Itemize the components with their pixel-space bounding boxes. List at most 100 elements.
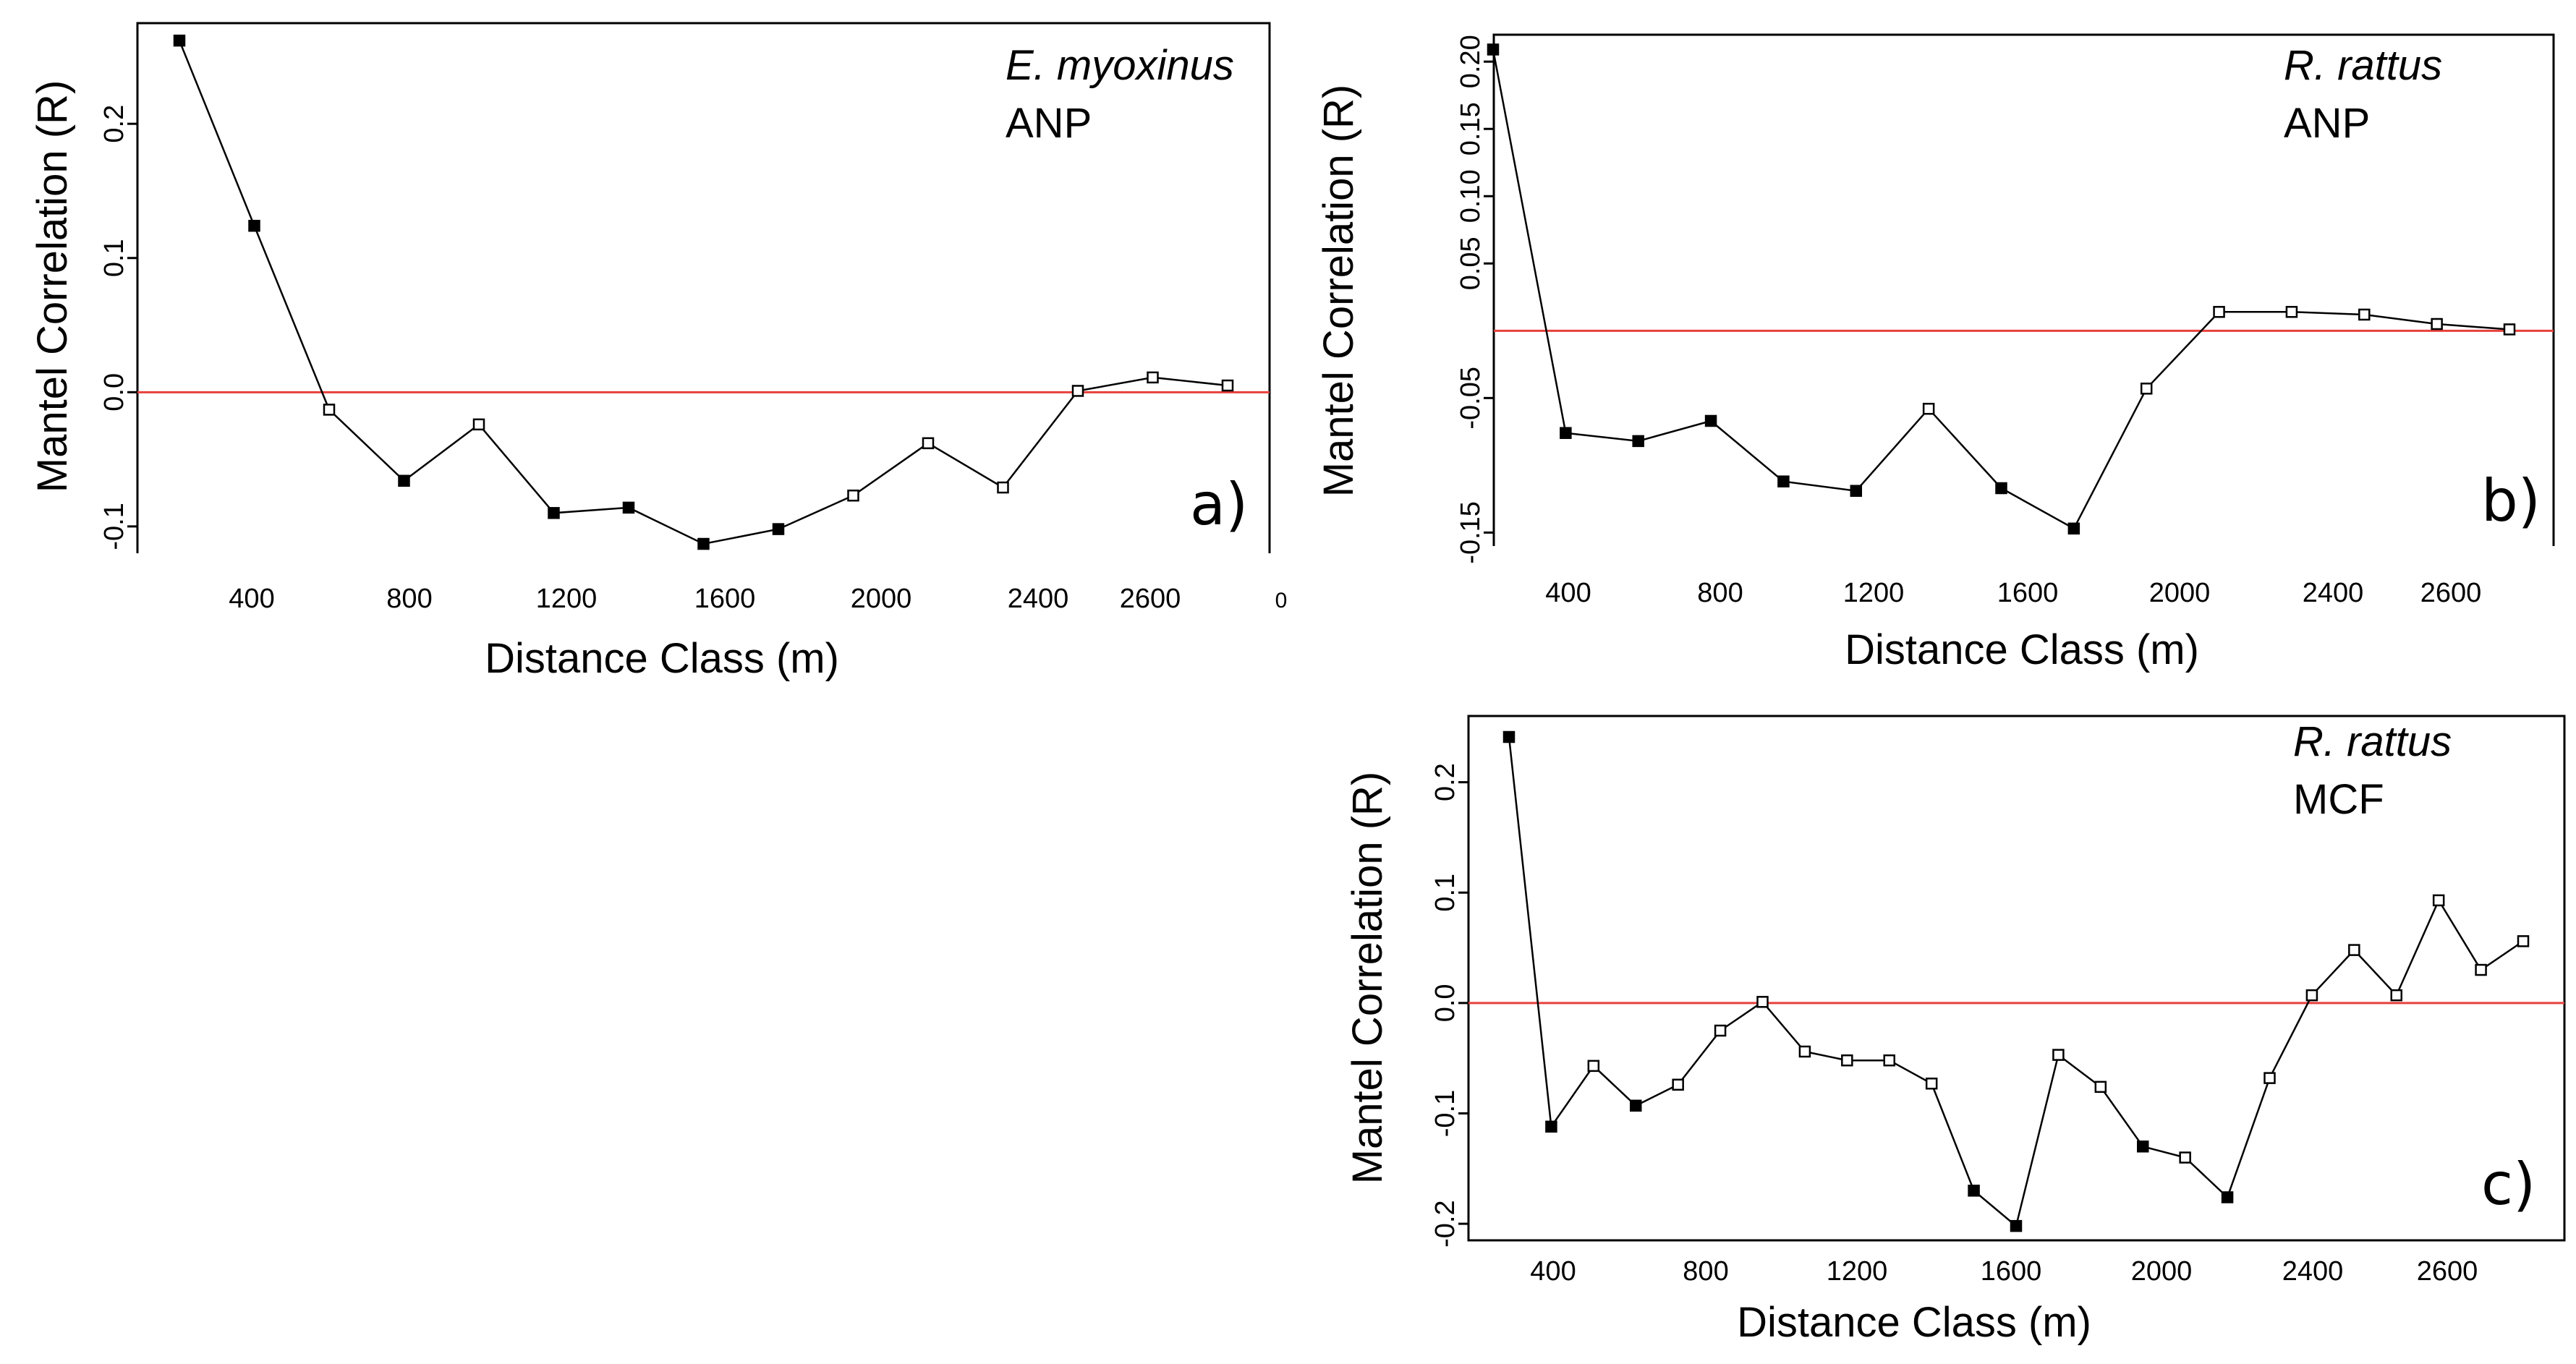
panel-b: -0.15 -0.05 0.05 0.10 0.15 0.20 400 800 1200 1600… bbox=[1315, 33, 2555, 673]
x-tick-label: 800 bbox=[1683, 1256, 1728, 1287]
nonsignificant-point bbox=[1587, 1060, 1600, 1073]
nonsignificant-point bbox=[1147, 371, 1159, 384]
significant-point bbox=[398, 474, 410, 487]
nonsignificant-point bbox=[472, 418, 485, 431]
panel-c: -0.2 -0.1 0.0 0.1 0.2 400 800 1200 1600 2000 2400 2… bbox=[1344, 715, 2566, 1346]
y-tick-label: 0.2 bbox=[1430, 763, 1461, 801]
y-tick-label: 0.05 bbox=[1455, 236, 1486, 290]
nonsignificant-point bbox=[2503, 323, 2516, 336]
significant-point bbox=[1777, 475, 1790, 487]
nonsignificant-point bbox=[2358, 308, 2371, 321]
x-tick-label: 2000 bbox=[2131, 1256, 2193, 1287]
plot-frame bbox=[136, 22, 1271, 553]
y-tick-label: -0.2 bbox=[1430, 1200, 1461, 1247]
y-axis-title: Mantel Correlation (R) bbox=[1344, 772, 1391, 1185]
significant-point bbox=[1502, 730, 1516, 743]
x-tick-label: 2400 bbox=[2303, 578, 2364, 608]
plot-frame bbox=[1467, 715, 2566, 1242]
x-tick-label: 400 bbox=[229, 584, 274, 614]
significant-point bbox=[1487, 43, 1500, 56]
nonsignificant-point bbox=[1672, 1078, 1684, 1091]
nonsignificant-point bbox=[1841, 1054, 1853, 1067]
x-tick-label: 2400 bbox=[1008, 584, 1069, 614]
y-axis-title: Mantel Correlation (R) bbox=[1315, 85, 1362, 498]
x-tick-label: 1600 bbox=[694, 584, 756, 614]
species-label: E. myoxinus bbox=[1006, 42, 1234, 89]
panel-letter: a) bbox=[1190, 471, 1248, 538]
y-axis-title: Mantel Correlation (R) bbox=[29, 80, 76, 493]
nonsignificant-point bbox=[2348, 944, 2360, 956]
nonsignificant-point bbox=[847, 489, 859, 502]
y-tick-label: -0.15 bbox=[1455, 501, 1486, 564]
x-tick-label: 1600 bbox=[1997, 578, 2059, 608]
nonsignificant-point bbox=[2305, 989, 2318, 1002]
y-tick-label: 0.10 bbox=[1455, 169, 1486, 223]
x-axis-title: Distance Class (m) bbox=[1845, 626, 2199, 673]
species-label: R. rattus bbox=[2293, 718, 2452, 765]
nonsignificant-point bbox=[2432, 894, 2445, 907]
significant-point bbox=[2067, 522, 2080, 535]
x-tick-label: 400 bbox=[1545, 578, 1591, 608]
significant-point bbox=[697, 537, 710, 550]
nonsignificant-point bbox=[1756, 996, 1769, 1008]
significant-point bbox=[2010, 1219, 2023, 1232]
nonsignificant-point bbox=[2140, 383, 2153, 395]
panel-letter: b) bbox=[2481, 467, 2541, 534]
nonsignificant-point bbox=[2431, 317, 2443, 331]
significant-point bbox=[622, 501, 635, 514]
nonsignificant-point bbox=[1922, 402, 1935, 415]
significant-point bbox=[2137, 1141, 2149, 1153]
x-tick-label: 2600 bbox=[2417, 1256, 2478, 1287]
significant-point bbox=[2221, 1191, 2234, 1203]
significant-point bbox=[1704, 414, 1717, 427]
y-tick-label: 0.2 bbox=[99, 105, 129, 143]
nonsignificant-point bbox=[2390, 989, 2402, 1002]
x-tick-label: 2600 bbox=[1120, 584, 1181, 614]
x-tick-label: 800 bbox=[1697, 578, 1743, 608]
x-tick-label: 2000 bbox=[2149, 578, 2211, 608]
y-tick-label: 0.15 bbox=[1455, 102, 1486, 155]
nonsignificant-point bbox=[2475, 963, 2487, 976]
y-tick-label: 0.20 bbox=[1455, 35, 1486, 88]
x-tick-label: 400 bbox=[1530, 1256, 1576, 1287]
significant-point bbox=[1545, 1120, 1557, 1133]
nonsignificant-point bbox=[1071, 385, 1084, 397]
significant-point bbox=[1560, 427, 1572, 439]
x-tick-label: 1200 bbox=[536, 584, 598, 614]
y-tick-label: -0.05 bbox=[1455, 367, 1486, 430]
significant-point bbox=[1632, 435, 1644, 448]
significant-point bbox=[548, 507, 560, 519]
nonsignificant-point bbox=[1714, 1024, 1727, 1037]
y-tick-label: 0.1 bbox=[1430, 874, 1461, 912]
site-label: MCF bbox=[2293, 776, 2384, 823]
nonsignificant-point bbox=[1883, 1054, 1895, 1067]
nonsignificant-point bbox=[2094, 1080, 2107, 1094]
significant-point bbox=[248, 219, 260, 232]
x-tick-label: 800 bbox=[386, 584, 432, 614]
nonsignificant-point bbox=[1798, 1045, 1811, 1058]
nonsignificant-point bbox=[323, 404, 336, 416]
x-tick-label: 2000 bbox=[851, 584, 912, 614]
panel-a: -0.1 0.0 0.1 0.2 400 800 1200 1600 2000 2400 2600 0… bbox=[29, 22, 1288, 682]
y-tick-label: 0.1 bbox=[99, 239, 129, 277]
nonsignificant-point bbox=[2263, 1072, 2276, 1084]
y-tick-label: -0.1 bbox=[1430, 1090, 1461, 1137]
panel-letter: c) bbox=[2481, 1151, 2535, 1218]
species-label: R. rattus bbox=[2284, 42, 2442, 89]
y-tick-label: -0.1 bbox=[99, 503, 129, 550]
nonsignificant-point bbox=[2285, 306, 2298, 318]
nonsignificant-point bbox=[2213, 306, 2225, 318]
plot-frame bbox=[1492, 33, 2555, 546]
x-axis-title: Distance Class (m) bbox=[1737, 1299, 2091, 1346]
significant-point bbox=[1850, 485, 1863, 497]
y-tick-label: 0.0 bbox=[1430, 984, 1461, 1022]
significant-point bbox=[1630, 1099, 1642, 1112]
site-label: ANP bbox=[2284, 100, 2370, 147]
x-tick-label: 0 bbox=[1275, 589, 1288, 613]
x-tick-label: 2600 bbox=[2420, 578, 2482, 608]
y-tick-label: 0.0 bbox=[99, 373, 129, 412]
nonsignificant-point bbox=[1221, 379, 1234, 392]
x-axis-title: Distance Class (m) bbox=[485, 635, 839, 682]
significant-point bbox=[1995, 482, 2007, 495]
